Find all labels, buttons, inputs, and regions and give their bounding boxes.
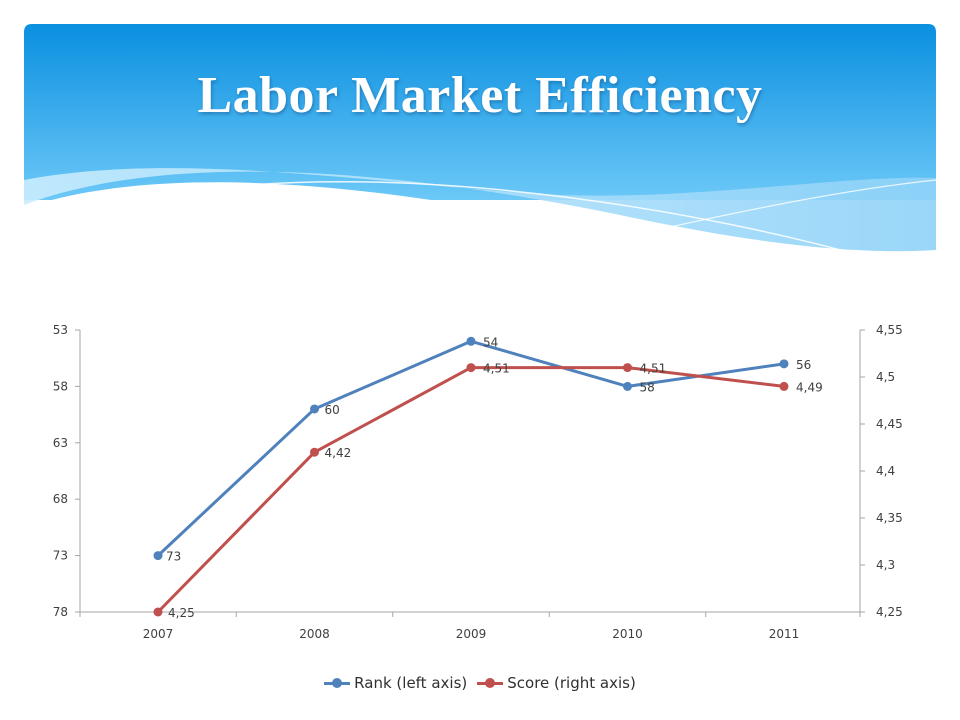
data-label-score: 4,25 — [168, 606, 195, 620]
data-label-rank: 56 — [796, 358, 811, 372]
right-axis-tick-label: 4,4 — [876, 464, 895, 478]
legend-label-rank: Rank (left axis) — [354, 674, 468, 692]
data-label-score: 4,51 — [483, 362, 510, 376]
data-point-score — [623, 363, 632, 373]
x-axis-tick-label: 2010 — [612, 627, 643, 641]
left-axis-tick-label: 73 — [53, 549, 68, 563]
legend-swatch-rank — [324, 676, 351, 690]
right-axis-tick-label: 4,35 — [876, 511, 903, 525]
right-axis-tick-label: 4,25 — [876, 605, 903, 619]
header-banner — [0, 24, 960, 280]
data-point-rank — [623, 381, 632, 391]
legend-swatch-score — [477, 676, 504, 690]
x-axis-tick-label: 2007 — [143, 627, 174, 641]
legend-item-rank: Rank (left axis) — [324, 674, 467, 692]
legend-item-score: Score (right axis) — [477, 674, 636, 692]
left-axis-tick-label: 53 — [53, 323, 68, 337]
left-axis-tick-label: 58 — [53, 379, 68, 393]
data-point-rank — [153, 551, 163, 561]
header-wave-white — [0, 182, 960, 280]
chart-legend: Rank (left axis) Score (right axis) — [0, 674, 960, 692]
slide-title: Labor Market Efficiency — [197, 67, 763, 124]
right-axis-tick-label: 4,5 — [876, 370, 895, 384]
left-axis-tick-label: 63 — [53, 436, 68, 450]
data-point-rank — [466, 336, 476, 346]
data-point-rank — [310, 404, 319, 414]
data-label-rank: 54 — [483, 335, 498, 349]
data-label-rank: 73 — [166, 550, 181, 564]
right-axis-tick-label: 4,45 — [876, 417, 903, 431]
left-axis-tick-label: 78 — [53, 605, 68, 619]
x-axis-tick-label: 2011 — [769, 627, 800, 641]
series-line-score — [156, 366, 785, 614]
x-axis-tick-label: 2009 — [456, 627, 487, 641]
left-axis-tick-label: 68 — [53, 492, 68, 506]
header-wave-line-2 — [589, 179, 937, 246]
data-point-score — [779, 381, 789, 391]
right-axis-tick-label: 4,55 — [876, 323, 903, 337]
header-background — [24, 24, 936, 200]
data-point-score — [466, 363, 476, 373]
header-wave-line — [249, 181, 871, 259]
data-label-rank: 60 — [325, 403, 340, 417]
x-axis-tick-label: 2008 — [299, 627, 330, 641]
right-axis-tick-label: 4,3 — [876, 558, 895, 572]
data-label-rank: 58 — [640, 380, 655, 394]
data-point-score — [153, 607, 163, 617]
series-line-rank — [156, 339, 785, 557]
legend-label-score: Score (right axis) — [507, 674, 636, 692]
data-point-rank — [779, 359, 789, 369]
data-label-score: 4,49 — [796, 380, 823, 394]
data-label-score: 4,42 — [325, 446, 352, 460]
data-point-score — [310, 447, 319, 457]
data-label-score: 4,51 — [640, 362, 667, 376]
header-wave-light — [24, 168, 936, 252]
